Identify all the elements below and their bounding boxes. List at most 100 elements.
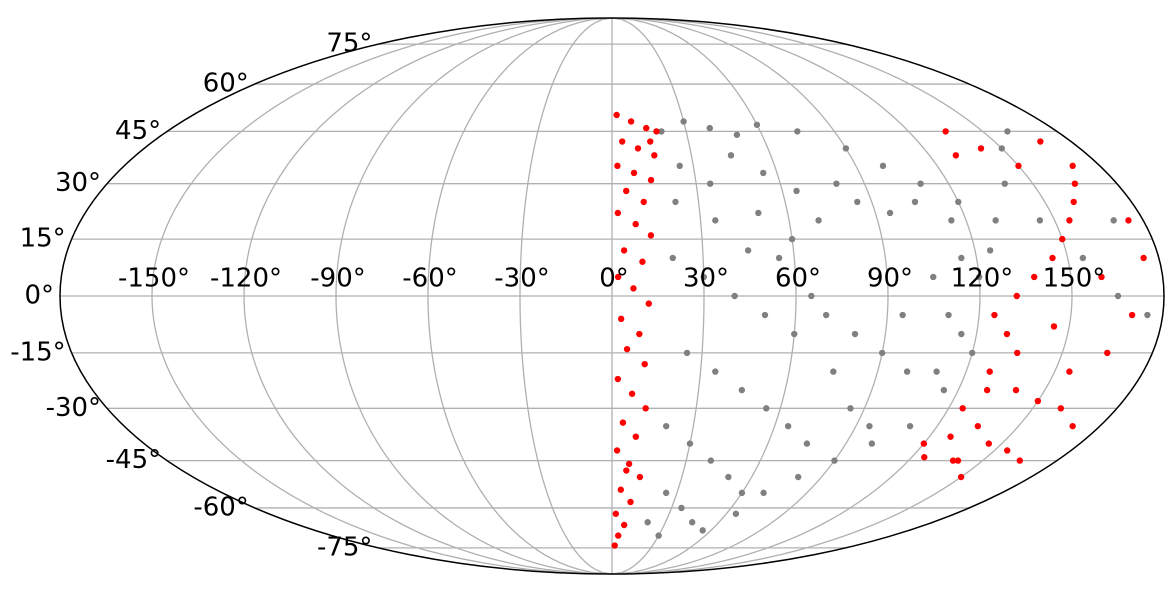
y-tick-label: -30° xyxy=(46,393,101,423)
point xyxy=(738,489,746,497)
x-tick-label: 120° xyxy=(951,264,1014,294)
point xyxy=(933,368,940,375)
point xyxy=(803,440,811,447)
point xyxy=(676,162,683,170)
point xyxy=(678,504,685,512)
point xyxy=(1057,405,1065,412)
point xyxy=(854,198,861,206)
point xyxy=(627,118,635,125)
point xyxy=(947,433,954,440)
x-tick-label: -90° xyxy=(310,264,365,294)
point xyxy=(903,368,911,375)
point xyxy=(775,254,783,262)
point xyxy=(763,405,770,412)
point xyxy=(866,422,873,430)
point xyxy=(1014,349,1021,357)
point xyxy=(630,169,638,177)
point xyxy=(1036,217,1044,224)
point xyxy=(940,386,948,394)
point xyxy=(1050,323,1058,330)
point xyxy=(784,422,792,430)
point xyxy=(642,405,649,412)
point xyxy=(815,217,822,224)
point xyxy=(1004,128,1011,135)
point xyxy=(1059,235,1066,243)
point xyxy=(755,209,762,217)
point xyxy=(1013,292,1020,300)
y-tick-label: -15° xyxy=(10,337,65,367)
point xyxy=(1104,349,1111,357)
y-tick-label: 15° xyxy=(20,224,66,254)
point xyxy=(712,368,719,375)
point xyxy=(886,209,894,217)
point xyxy=(620,247,628,254)
x-tick-label: 30° xyxy=(683,264,729,294)
point xyxy=(1003,330,1011,338)
point xyxy=(945,311,952,319)
point xyxy=(731,292,738,300)
point xyxy=(955,198,962,206)
point xyxy=(688,519,696,526)
point xyxy=(793,187,800,195)
point xyxy=(614,273,622,281)
point xyxy=(636,330,643,338)
point xyxy=(733,131,741,138)
point xyxy=(1125,217,1132,224)
point xyxy=(959,405,966,412)
point xyxy=(992,217,999,224)
point xyxy=(686,440,694,447)
point xyxy=(847,405,854,412)
y-tick-label: -45° xyxy=(106,445,161,475)
point xyxy=(1079,254,1087,262)
point xyxy=(706,180,714,187)
point xyxy=(683,349,691,357)
point xyxy=(998,145,1005,152)
point xyxy=(651,152,658,159)
point xyxy=(1069,162,1076,170)
point xyxy=(1016,457,1023,464)
point xyxy=(725,473,732,481)
point xyxy=(899,311,906,319)
point xyxy=(833,180,840,187)
point xyxy=(842,145,850,152)
y-tick-label: 30° xyxy=(55,168,101,198)
point xyxy=(983,386,991,394)
point xyxy=(623,345,631,353)
point xyxy=(655,532,662,539)
point xyxy=(617,486,624,493)
point xyxy=(906,422,914,430)
point xyxy=(632,433,640,440)
point xyxy=(732,510,740,517)
point xyxy=(986,247,994,254)
x-tick-label: 60° xyxy=(775,264,821,294)
point xyxy=(614,209,622,217)
point xyxy=(669,254,676,262)
x-tick-label: 0° xyxy=(599,264,629,294)
point xyxy=(985,440,993,447)
point xyxy=(612,510,620,517)
point xyxy=(977,145,985,152)
point xyxy=(879,162,887,170)
point xyxy=(617,315,625,323)
y-tick-label: 60° xyxy=(203,69,249,99)
point xyxy=(958,254,965,262)
point xyxy=(1140,254,1147,262)
point xyxy=(794,473,802,481)
x-tick-label: -30° xyxy=(494,264,549,294)
point xyxy=(614,162,621,170)
point xyxy=(868,440,876,447)
point xyxy=(639,258,646,265)
point xyxy=(700,273,707,281)
point xyxy=(632,220,639,228)
point xyxy=(878,349,886,357)
point xyxy=(1128,311,1136,319)
point xyxy=(620,521,628,529)
point xyxy=(1015,162,1022,170)
point xyxy=(623,467,630,474)
point xyxy=(753,121,761,128)
point xyxy=(948,217,955,224)
y-tick-label: 0° xyxy=(24,281,54,311)
point xyxy=(645,300,652,307)
point xyxy=(788,235,796,243)
